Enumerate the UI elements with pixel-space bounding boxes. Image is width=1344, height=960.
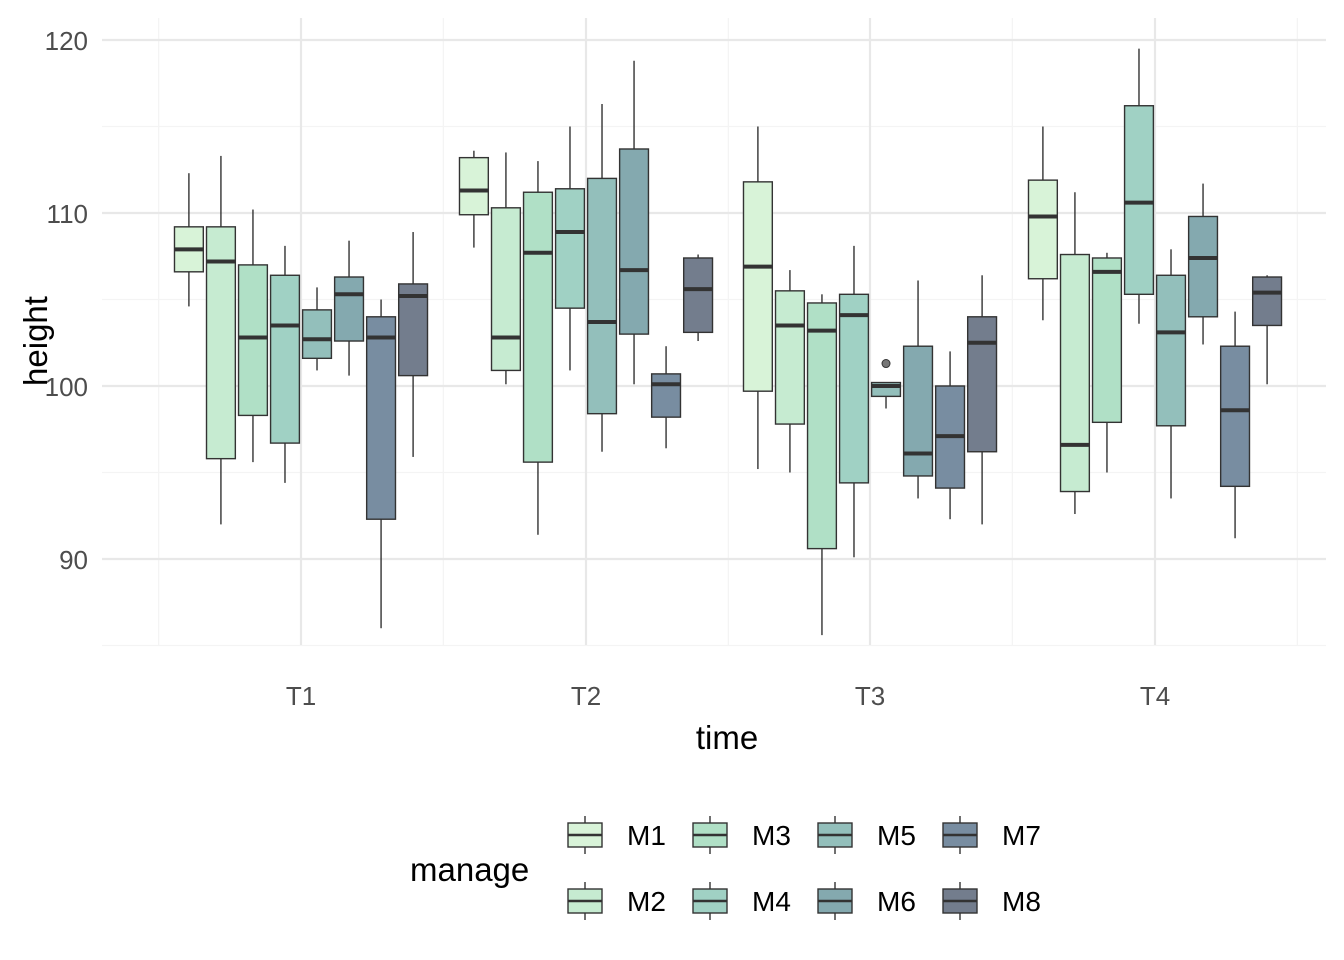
box-body xyxy=(1123,105,1155,296)
box-outlier xyxy=(881,359,891,369)
x-tick-label: T2 xyxy=(571,681,601,711)
legend-label: M7 xyxy=(1002,820,1041,851)
box-M6-T2 xyxy=(618,60,650,385)
box-body xyxy=(490,207,522,372)
legend-label: M4 xyxy=(752,886,791,917)
box-M3-T4 xyxy=(1091,252,1123,473)
box-M1-T3 xyxy=(742,126,774,470)
box-body xyxy=(682,257,714,334)
box-body xyxy=(902,345,934,477)
box-body xyxy=(301,309,333,360)
box-M8-T4 xyxy=(1251,275,1283,385)
legend-item-M8: M8 xyxy=(942,882,1041,920)
legend-item-M4: M4 xyxy=(692,882,791,920)
box-M1-T4 xyxy=(1027,126,1059,321)
box-M5-T4 xyxy=(1155,249,1187,499)
box-body xyxy=(1251,276,1283,327)
legend-label: M8 xyxy=(1002,886,1041,917)
y-axis-ticks: 90 100 110 120 xyxy=(45,26,88,575)
box-body xyxy=(838,293,870,484)
box-M6-T4 xyxy=(1187,183,1219,345)
box-M1-T2 xyxy=(458,150,490,248)
box-M2-T1 xyxy=(205,155,237,525)
box-M5-T2 xyxy=(586,104,618,452)
box-M3-T1 xyxy=(237,209,269,463)
legend-label: M2 xyxy=(627,886,666,917)
box-M4-T1 xyxy=(269,245,301,483)
box-M6-T1 xyxy=(333,240,365,376)
box-M7-T1 xyxy=(365,299,397,629)
box-M8-T2 xyxy=(682,254,714,342)
box-body xyxy=(554,188,586,309)
box-body xyxy=(586,177,618,415)
box-M4-T3 xyxy=(838,245,870,558)
legend-label: M5 xyxy=(877,820,916,851)
legend-title: manage xyxy=(410,851,529,888)
box-M5-T1 xyxy=(301,287,333,371)
box-body xyxy=(774,290,806,425)
y-axis-label: height xyxy=(17,296,54,386)
box-body xyxy=(205,226,237,460)
y-tick-label: 120 xyxy=(45,26,88,56)
box-body xyxy=(333,276,365,342)
grid-lines xyxy=(102,18,1326,647)
y-tick-label: 110 xyxy=(47,199,88,229)
legend-item-M1: M1 xyxy=(567,816,666,854)
box-body xyxy=(806,302,838,550)
box-M7-T4 xyxy=(1219,311,1251,539)
box-body xyxy=(1091,257,1123,424)
box-M4-T2 xyxy=(554,126,586,371)
box-body xyxy=(458,156,490,216)
legend-item-M3: M3 xyxy=(692,816,791,854)
box-body xyxy=(1027,179,1059,280)
box-body xyxy=(522,191,554,463)
legend-item-M2: M2 xyxy=(567,882,666,920)
box-M1-T1 xyxy=(173,173,205,307)
legend-label: M3 xyxy=(752,820,791,851)
box-M8-T1 xyxy=(397,232,429,457)
box-M4-T4 xyxy=(1123,48,1155,324)
box-M7-T3 xyxy=(934,351,966,520)
box-M2-T2 xyxy=(490,152,522,385)
box-body xyxy=(650,373,682,418)
box-body xyxy=(269,274,301,444)
x-axis-ticks: T1 T2 T3 T4 xyxy=(286,681,1170,711)
box-body xyxy=(1187,215,1219,318)
legend-item-M6: M6 xyxy=(817,882,916,920)
boxes xyxy=(173,48,1283,636)
box-body xyxy=(1155,274,1187,427)
box-body xyxy=(618,148,650,335)
box-body xyxy=(1059,253,1091,493)
box-M3-T3 xyxy=(806,294,838,636)
box-M2-T4 xyxy=(1059,192,1091,515)
legend-label: M1 xyxy=(627,820,666,851)
legend-items: M1 M2 M3 M4 M5 M6 M7 M8 xyxy=(567,816,1041,920)
x-tick-label: T3 xyxy=(855,681,885,711)
box-M7-T2 xyxy=(650,346,682,449)
box-M6-T3 xyxy=(902,280,934,499)
box-M2-T3 xyxy=(774,270,806,473)
x-tick-label: T1 xyxy=(286,681,316,711)
legend: manage M1 M2 M3 M4 M5 M6 M7 M8 xyxy=(410,816,1041,920)
y-tick-label: 100 xyxy=(45,372,88,402)
box-body xyxy=(966,316,998,453)
y-tick-label: 90 xyxy=(59,545,88,575)
box-body xyxy=(742,181,774,392)
box-M5-T3 xyxy=(870,359,902,409)
legend-item-M5: M5 xyxy=(817,816,916,854)
box-body xyxy=(237,264,269,417)
box-M8-T3 xyxy=(966,275,998,525)
box-body xyxy=(365,316,397,520)
x-tick-label: T4 xyxy=(1140,681,1170,711)
legend-item-M7: M7 xyxy=(942,816,1041,854)
box-body xyxy=(1219,345,1251,488)
box-body xyxy=(397,283,429,377)
box-M3-T2 xyxy=(522,161,554,535)
legend-label: M6 xyxy=(877,886,916,917)
x-axis-label: time xyxy=(696,719,758,756)
